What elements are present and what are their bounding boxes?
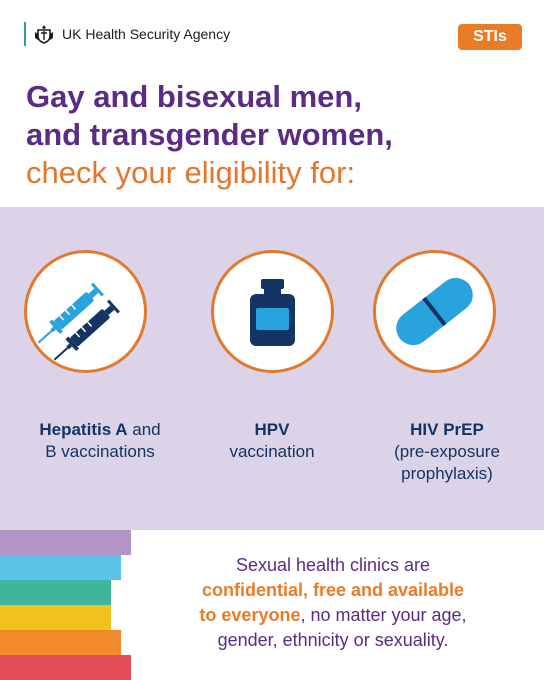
hepatitis-label-line2: B vaccinations	[45, 442, 155, 461]
rainbow-stripe-blue	[0, 555, 121, 580]
eligibility-panel: Hepatitis A and B vaccinations HPV vacci…	[0, 207, 544, 530]
royal-crest-icon	[35, 25, 53, 44]
rainbow-stripe-purple	[0, 530, 131, 555]
headline-line-2: and transgender women,	[26, 117, 393, 152]
headline: Gay and bisexual men, and transgender wo…	[26, 78, 526, 192]
hepatitis-label-bold: Hepatitis A	[39, 420, 128, 439]
prep-circle	[373, 250, 496, 373]
rainbow-stripe-orange	[0, 630, 121, 655]
agency-logo: UK Health Security Agency	[24, 22, 230, 46]
hpv-circle	[211, 250, 334, 373]
clinics-highlight-2: to everyone	[199, 605, 301, 625]
clinics-line-4: gender, ethnicity or sexuality.	[217, 630, 449, 650]
topic-badge: STIs	[458, 24, 522, 50]
hpv-label-line2: vaccination	[229, 442, 315, 461]
rainbow-stripe-red	[0, 655, 131, 680]
hepatitis-label: Hepatitis A and B vaccinations	[10, 419, 190, 463]
prep-label: HIV PrEP (pre-exposure prophylaxis)	[362, 419, 532, 485]
footer	[0, 530, 544, 680]
pill-icon	[396, 277, 473, 346]
prep-label-bold: HIV PrEP	[410, 420, 484, 439]
headline-line-3: check your eligibility for:	[26, 155, 356, 190]
clinics-line-3: , no matter your age,	[300, 605, 467, 625]
prep-label-line2: (pre-exposure	[394, 442, 500, 461]
prep-label-line3: prophylaxis)	[401, 464, 493, 483]
agency-name: UK Health Security Agency	[62, 26, 231, 42]
syringes-icon	[37, 282, 120, 361]
header: UK Health Security Agency STIs	[0, 0, 544, 60]
clinics-highlight-1: confidential, free and available	[201, 580, 465, 600]
hpv-label-bold: HPV	[254, 420, 290, 439]
rainbow-stripe-yellow	[0, 605, 111, 630]
clinics-line-1: Sexual health clinics are	[235, 555, 431, 575]
hepatitis-label-rest: and	[127, 420, 161, 439]
headline-line-1: Gay and bisexual men,	[26, 79, 362, 114]
hepatitis-circle	[24, 250, 147, 373]
rainbow-stripe-green	[0, 580, 111, 605]
clinics-message: Sexual health clinics are confidential, …	[148, 553, 518, 653]
logo-divider	[24, 22, 26, 46]
vaccine-vial-icon	[250, 279, 295, 346]
hpv-label: HPV vaccination	[197, 419, 347, 463]
